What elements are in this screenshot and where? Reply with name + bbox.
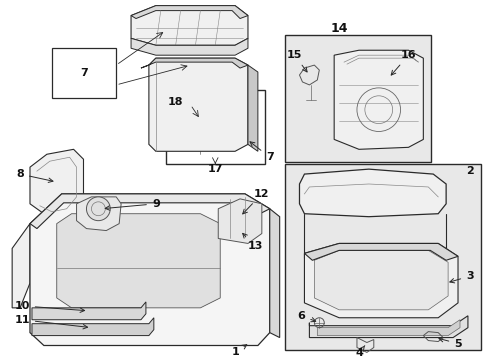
Text: 7: 7 [81, 68, 88, 78]
Polygon shape [309, 316, 467, 338]
Polygon shape [32, 302, 145, 320]
Polygon shape [218, 199, 261, 243]
Text: 1: 1 [231, 345, 246, 357]
Text: 8: 8 [16, 169, 53, 183]
Polygon shape [304, 243, 457, 260]
Polygon shape [141, 58, 247, 68]
Text: 16: 16 [390, 50, 415, 75]
Polygon shape [228, 110, 251, 132]
FancyBboxPatch shape [284, 164, 480, 350]
Polygon shape [148, 58, 247, 151]
Polygon shape [12, 224, 30, 308]
Text: 13: 13 [242, 233, 262, 251]
Polygon shape [180, 108, 224, 138]
Text: 7: 7 [249, 142, 273, 162]
FancyBboxPatch shape [284, 35, 430, 162]
Circle shape [86, 197, 110, 221]
Text: 2: 2 [465, 166, 473, 176]
Polygon shape [30, 194, 269, 229]
FancyBboxPatch shape [52, 48, 116, 98]
Polygon shape [333, 50, 423, 149]
Polygon shape [317, 320, 459, 336]
Text: 17: 17 [207, 164, 223, 174]
Text: 14: 14 [330, 22, 347, 35]
Polygon shape [131, 39, 247, 55]
Text: 5: 5 [438, 338, 461, 348]
Polygon shape [247, 65, 257, 151]
Text: 18: 18 [167, 97, 183, 107]
Polygon shape [314, 250, 447, 310]
Text: 12: 12 [242, 189, 269, 214]
Polygon shape [299, 169, 445, 217]
Polygon shape [131, 6, 247, 18]
Polygon shape [269, 209, 279, 338]
Polygon shape [32, 318, 154, 336]
Polygon shape [30, 194, 269, 346]
Text: 11: 11 [14, 315, 87, 329]
Text: 3: 3 [449, 271, 473, 283]
Text: 4: 4 [354, 346, 364, 359]
FancyBboxPatch shape [165, 90, 264, 164]
Polygon shape [30, 149, 83, 219]
Text: 9: 9 [105, 199, 160, 210]
Polygon shape [77, 197, 121, 230]
Polygon shape [131, 6, 247, 45]
Polygon shape [304, 243, 457, 318]
Text: 6: 6 [297, 311, 315, 322]
Text: 15: 15 [286, 50, 306, 72]
Polygon shape [57, 214, 220, 308]
Text: 10: 10 [14, 301, 84, 312]
